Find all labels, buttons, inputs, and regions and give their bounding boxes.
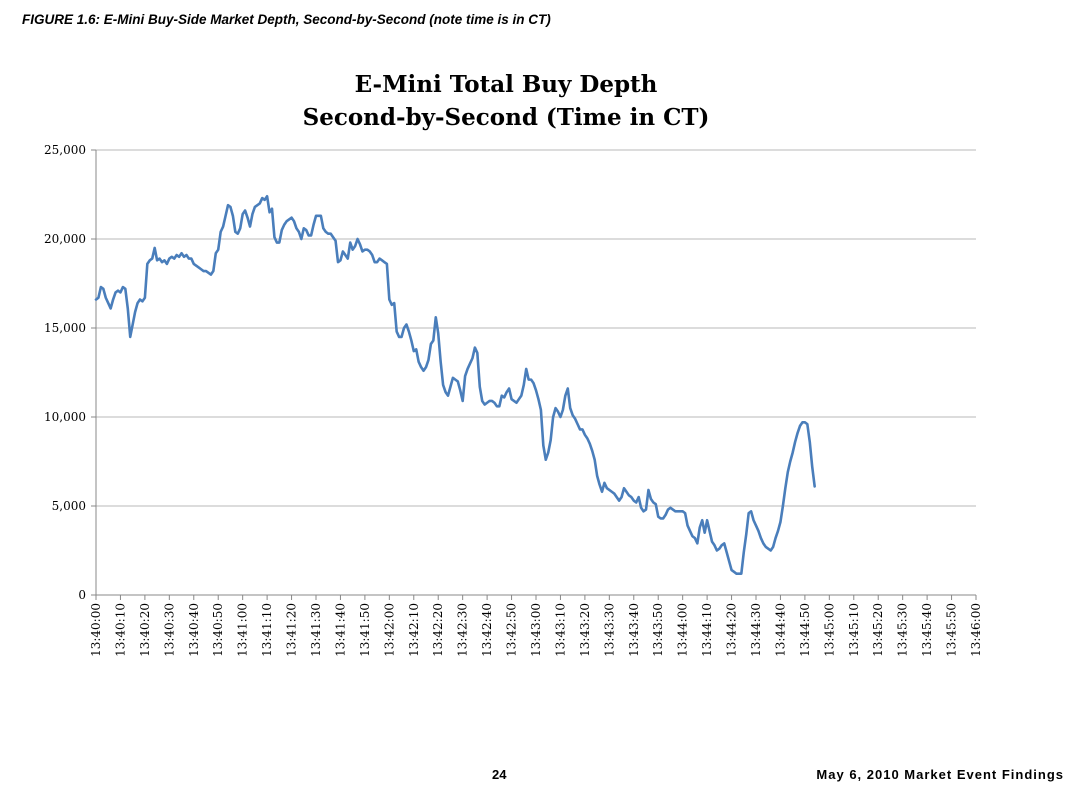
x-tick-label: 13:43:50 xyxy=(651,603,665,657)
x-tick-label: 13:40:20 xyxy=(138,603,152,657)
x-tick-label: 13:41:40 xyxy=(333,603,347,657)
x-tick-label: 13:40:30 xyxy=(162,603,176,657)
x-tick-label: 13:44:40 xyxy=(773,603,787,657)
chart-title: E-Mini Total Buy Depth Second-by-Second … xyxy=(0,68,1012,134)
x-tick-label: 13:41:30 xyxy=(309,603,323,657)
x-tick-label: 13:40:50 xyxy=(211,603,225,657)
x-tick-label: 13:45:00 xyxy=(822,603,836,657)
series-line-buy-depth xyxy=(94,194,816,575)
x-tick-label: 13:41:50 xyxy=(358,603,372,657)
x-tick-label: 13:42:10 xyxy=(407,603,421,657)
y-tick-label: 10,000 xyxy=(44,410,86,424)
x-tick-label: 13:41:00 xyxy=(236,603,250,657)
x-tick-label: 13:44:30 xyxy=(749,603,763,657)
chart-title-line2: Second-by-Second (Time in CT) xyxy=(302,104,710,131)
y-tick-label: 0 xyxy=(78,588,86,602)
x-tick-label: 13:40:00 xyxy=(89,603,103,657)
y-tick-label: 15,000 xyxy=(44,321,86,335)
x-tick-label: 13:40:10 xyxy=(113,603,127,657)
x-tick-label: 13:42:50 xyxy=(505,603,519,657)
report-title: May 6, 2010 Market Event Findings xyxy=(816,767,1064,782)
x-tick-label: 13:43:40 xyxy=(627,603,641,657)
page-number: 24 xyxy=(492,767,507,782)
figure-caption: FIGURE 1.6: E-Mini Buy-Side Market Depth… xyxy=(22,12,551,27)
x-tick-label: 13:44:00 xyxy=(676,603,690,657)
x-tick-label: 13:45:50 xyxy=(945,603,959,657)
x-tick-label: 13:42:30 xyxy=(456,603,470,657)
x-tick-label: 13:45:20 xyxy=(871,603,885,657)
x-tick-label: 13:40:40 xyxy=(187,603,201,657)
y-tick-label: 5,000 xyxy=(52,499,86,513)
x-tick-label: 13:45:30 xyxy=(896,603,910,657)
x-tick-label: 13:45:40 xyxy=(920,603,934,657)
y-tick-label: 25,000 xyxy=(44,143,86,157)
x-tick-label: 13:44:20 xyxy=(725,603,739,657)
x-tick-label: 13:42:40 xyxy=(480,603,494,657)
y-tick-label: 20,000 xyxy=(44,232,86,246)
chart-title-line1: E-Mini Total Buy Depth xyxy=(354,71,658,98)
x-tick-label: 13:43:10 xyxy=(553,603,567,657)
x-tick-label: 13:41:10 xyxy=(260,603,274,657)
x-tick-label: 13:45:10 xyxy=(847,603,861,657)
x-tick-label: 13:42:20 xyxy=(431,603,445,657)
x-tick-label: 13:43:20 xyxy=(578,603,592,657)
x-tick-label: 13:43:00 xyxy=(529,603,543,657)
x-tick-label: 13:44:10 xyxy=(700,603,714,657)
x-tick-label: 13:42:00 xyxy=(382,603,396,657)
x-tick-label: 13:41:20 xyxy=(285,603,299,657)
x-tick-label: 13:46:00 xyxy=(969,603,983,657)
x-tick-label: 13:43:30 xyxy=(602,603,616,657)
x-tick-label: 13:44:50 xyxy=(798,603,812,657)
